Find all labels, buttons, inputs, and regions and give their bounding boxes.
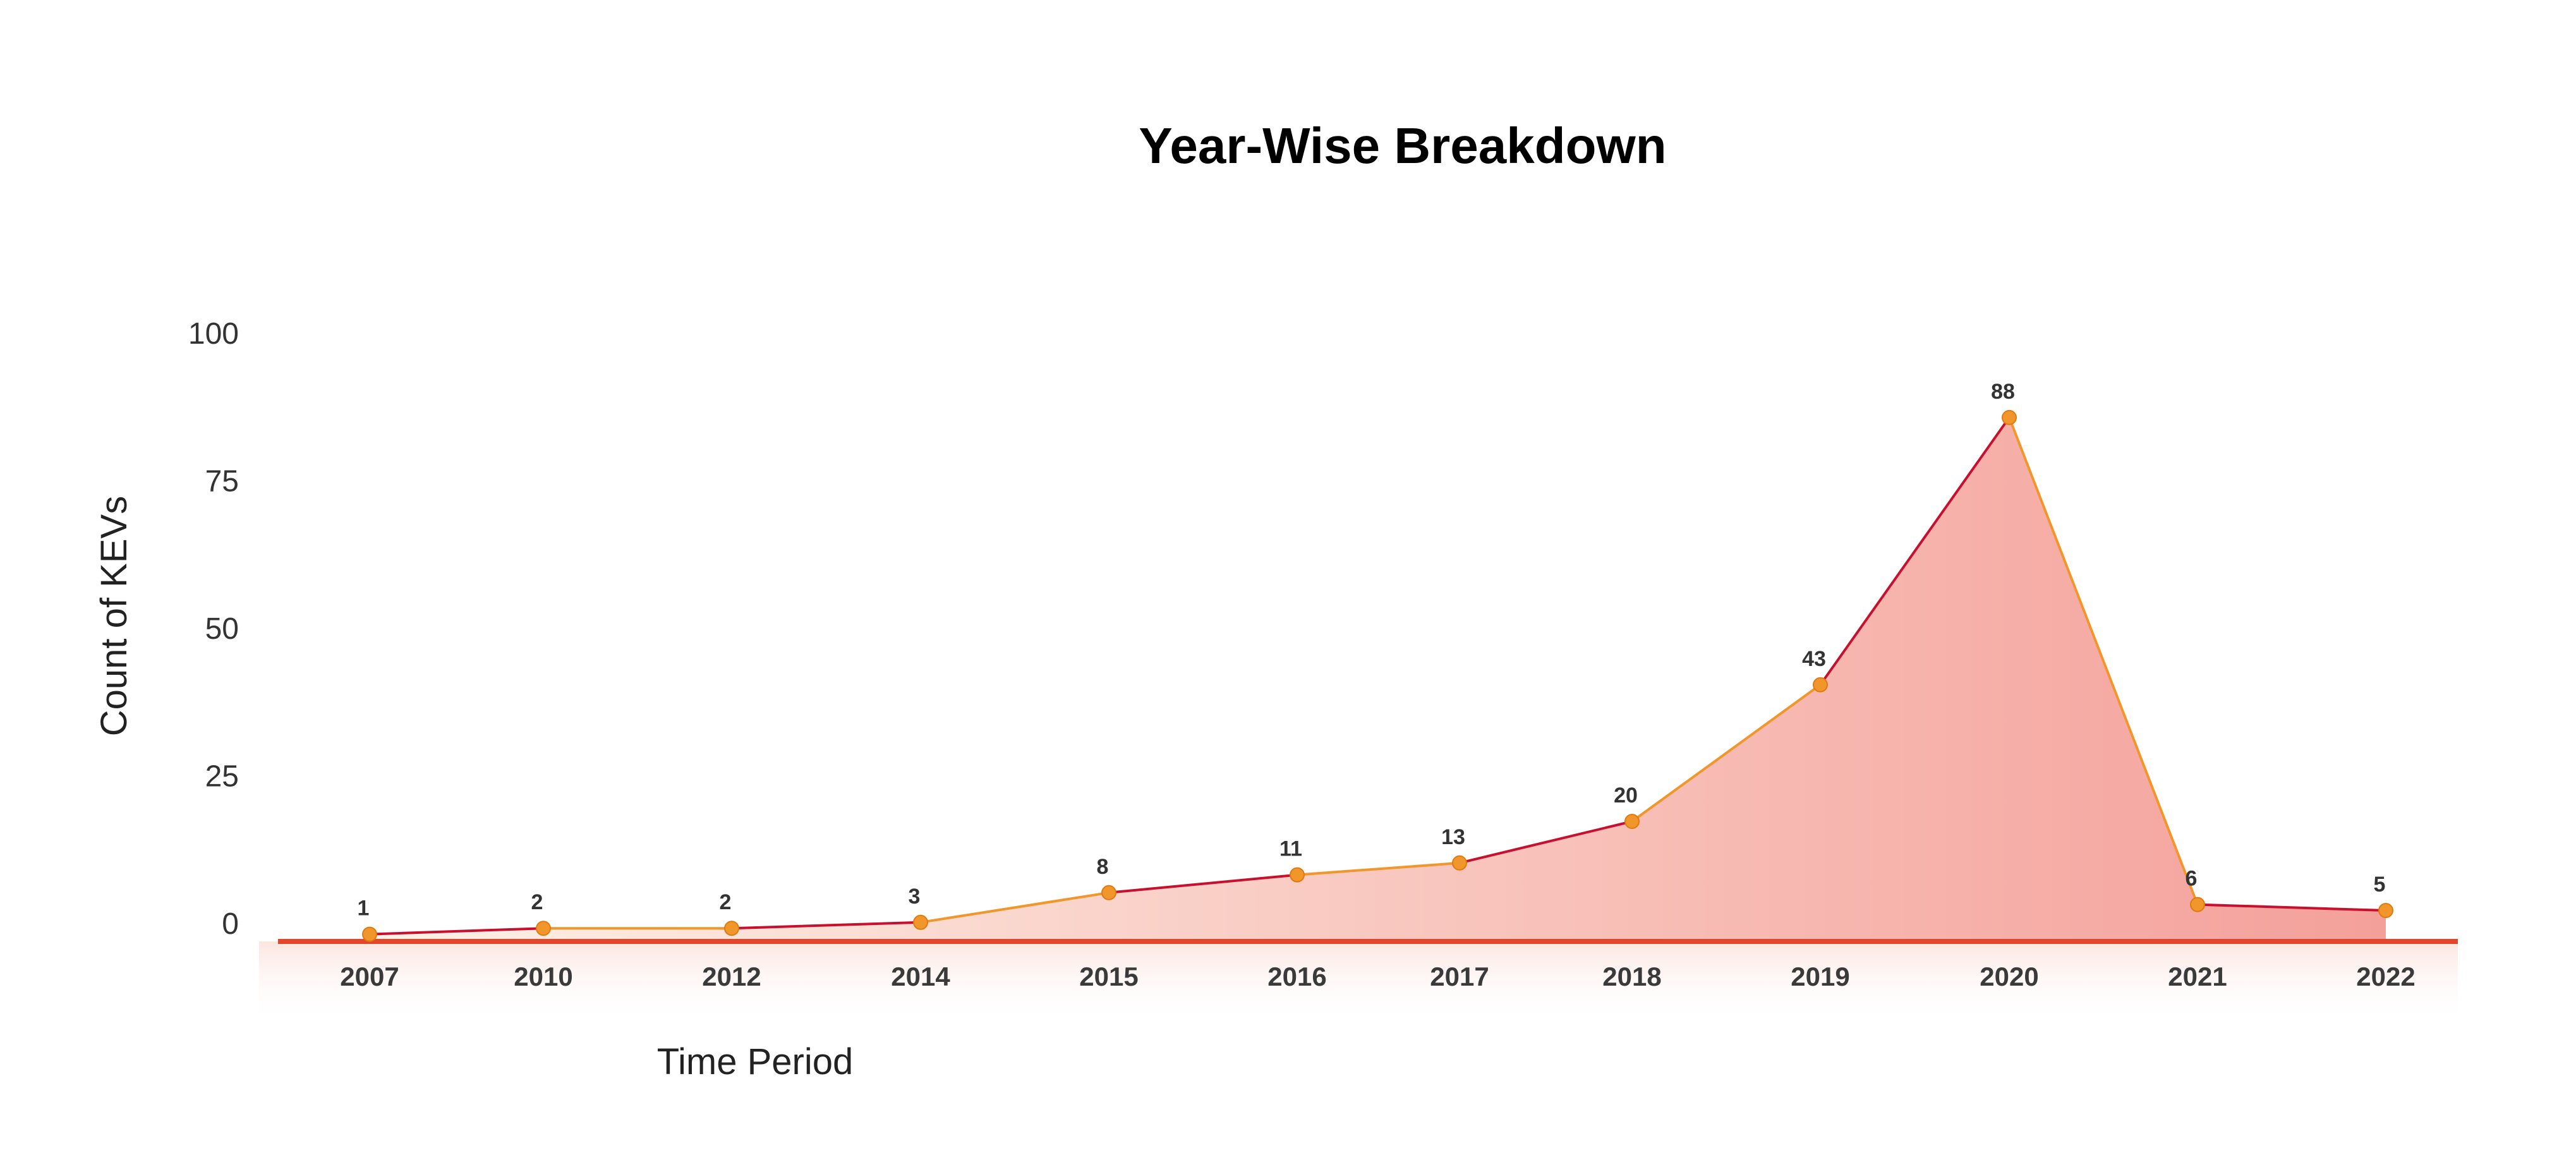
data-label: 8 (1097, 855, 1109, 879)
x-tick-label: 2012 (702, 962, 761, 991)
data-point (1813, 677, 1828, 692)
x-tick-label: 2021 (2168, 962, 2227, 991)
x-tick-label: 2015 (1079, 962, 1138, 991)
line-segment (1819, 416, 2011, 686)
x-axis-band (259, 941, 2458, 1024)
x-tick-label: 2018 (1602, 962, 1661, 991)
line-segment (368, 927, 545, 936)
data-point (1101, 885, 1116, 900)
data-point (2378, 903, 2393, 918)
x-tick-label: 2010 (514, 962, 572, 991)
chart-title: Year-Wise Breakdown (1139, 118, 1666, 174)
line-segment (1458, 820, 1633, 864)
x-tick-label: 2016 (1267, 962, 1326, 991)
y-tick-label: 75 (205, 465, 239, 499)
data-label: 1 (358, 897, 370, 921)
data-point (362, 926, 377, 942)
line-segment (1296, 861, 1461, 876)
data-point (724, 921, 739, 936)
data-label: 43 (1802, 647, 1826, 671)
line-segment (730, 921, 922, 930)
line-segment (1631, 683, 1822, 823)
data-point (536, 921, 551, 936)
area-fill (370, 417, 2386, 943)
data-label: 2 (531, 890, 543, 914)
x-tick-label: 2019 (1791, 962, 1849, 991)
y-tick-label: 50 (205, 612, 239, 646)
x-tick-label: 2007 (340, 962, 399, 991)
y-tick-label: 0 (222, 907, 239, 941)
data-point (913, 914, 928, 930)
data-label: 5 (2374, 873, 2386, 897)
data-label: 6 (2186, 867, 2198, 891)
data-label: 11 (1279, 837, 1302, 861)
data-point (1290, 867, 1305, 883)
data-point (2190, 897, 2205, 912)
x-axis-label: Time Period (657, 1041, 854, 1082)
data-label: 20 (1614, 783, 1638, 807)
x-tick-label: 2017 (1430, 962, 1489, 991)
line-segment (919, 891, 1110, 924)
y-tick-label: 25 (205, 760, 239, 794)
x-tick-label: 2022 (2356, 962, 2415, 991)
x-tick-label: 2020 (1980, 962, 2038, 991)
data-label: 2 (720, 890, 732, 914)
line-segment (2008, 416, 2199, 906)
data-label: 13 (1441, 825, 1465, 849)
data-point (2002, 409, 2017, 425)
x-ticks: 2007 2010 2012 2014 2015 2016 2017 2018 2019 2020… (340, 962, 2415, 991)
y-ticks: 0 25 50 75 100 (188, 317, 239, 941)
y-axis-label: Count of KEVs (94, 496, 135, 736)
data-label: 88 (1991, 380, 2015, 404)
data-label: 3 (909, 885, 921, 909)
line-segment (2196, 903, 2387, 912)
y-tick-label: 100 (188, 317, 239, 351)
gridlines (259, 332, 2458, 777)
x-tick-label: 2014 (891, 962, 950, 991)
data-point (1624, 814, 1640, 829)
data-markers (362, 409, 2393, 942)
data-labels: 1 2 2 3 8 11 13 20 43 88 6 5 (358, 380, 2386, 921)
data-point (1452, 855, 1467, 871)
series-line (368, 416, 2387, 936)
line-segment (1108, 873, 1298, 894)
